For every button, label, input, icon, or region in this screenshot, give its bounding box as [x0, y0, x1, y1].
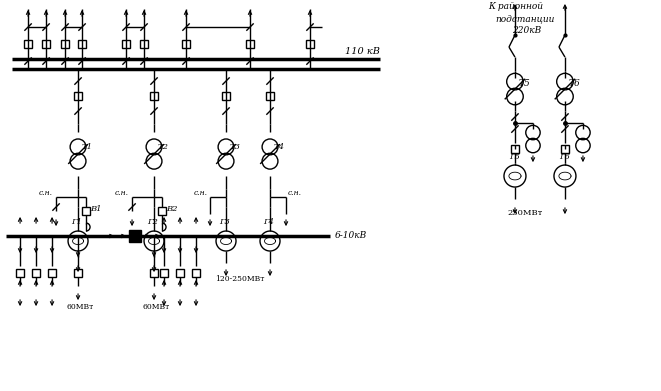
Text: 60МВт: 60МВт — [66, 303, 93, 311]
Bar — [150, 92, 158, 100]
Text: К районной: К районной — [488, 2, 543, 11]
Bar — [140, 40, 148, 48]
Text: подстанции: подстанции — [495, 14, 555, 23]
Text: 120-250МВт: 120-250МВт — [215, 275, 264, 283]
Bar — [150, 269, 158, 277]
Bar — [192, 269, 200, 277]
Bar — [17, 269, 24, 277]
Text: Г3: Г3 — [219, 218, 230, 226]
Bar — [246, 40, 254, 48]
Text: Г1: Г1 — [71, 218, 82, 226]
Text: Т1: Т1 — [82, 143, 93, 151]
Text: Т6: Т6 — [569, 79, 581, 88]
Text: Т5: Т5 — [519, 79, 531, 88]
Bar — [129, 230, 141, 242]
Text: Г4: Г4 — [263, 218, 274, 226]
Bar — [182, 40, 190, 48]
Text: В1: В1 — [90, 205, 102, 213]
Text: Т4: Т4 — [274, 143, 285, 151]
Bar — [511, 145, 519, 153]
Text: Г6: Г6 — [559, 153, 570, 161]
Bar — [61, 40, 69, 48]
Text: 250МВт: 250МВт — [508, 209, 543, 217]
Text: с.н.: с.н. — [194, 189, 208, 197]
Text: с.н.: с.н. — [288, 189, 302, 197]
Bar — [158, 207, 166, 215]
Text: 220кВ: 220кВ — [512, 26, 541, 35]
Bar — [266, 92, 274, 100]
Text: 110 кВ: 110 кВ — [345, 47, 380, 56]
Bar — [78, 40, 86, 48]
Bar — [122, 40, 130, 48]
Bar — [24, 40, 32, 48]
Bar — [42, 40, 50, 48]
Bar — [32, 269, 40, 277]
Text: Т2: Т2 — [158, 143, 169, 151]
Text: Г2: Г2 — [147, 218, 158, 226]
Bar — [82, 207, 90, 215]
Text: с.н.: с.н. — [39, 189, 53, 197]
Bar — [561, 145, 568, 153]
Bar — [74, 92, 82, 100]
Text: 6-10кВ: 6-10кВ — [335, 231, 368, 240]
Bar — [160, 269, 168, 277]
Text: с.н.: с.н. — [115, 189, 129, 197]
Bar — [48, 269, 56, 277]
Text: Г5: Г5 — [509, 153, 520, 161]
Bar — [306, 40, 314, 48]
Bar — [176, 269, 184, 277]
Bar — [74, 269, 82, 277]
Text: Т3: Т3 — [230, 143, 241, 151]
Text: В2: В2 — [166, 205, 178, 213]
Text: 60МВт: 60МВт — [142, 303, 169, 311]
Bar — [222, 92, 230, 100]
